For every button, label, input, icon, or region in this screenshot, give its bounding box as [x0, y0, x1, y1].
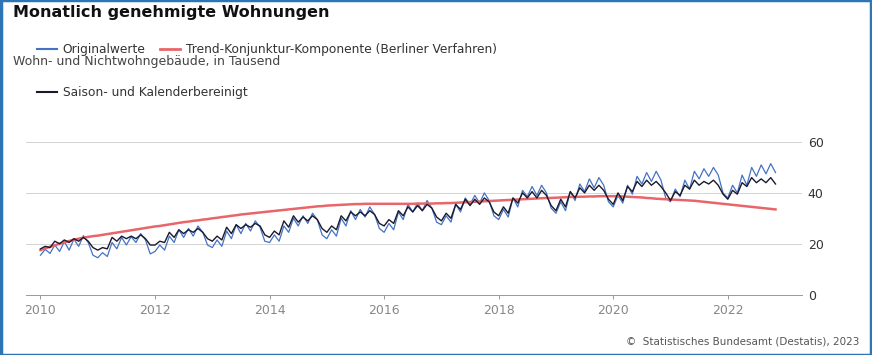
- Text: Monatlich genehmigte Wohnungen: Monatlich genehmigte Wohnungen: [13, 5, 330, 20]
- Text: Wohn- und Nichtwohngebäude, in Tausend: Wohn- und Nichtwohngebäude, in Tausend: [13, 55, 280, 68]
- Text: ©  Statistisches Bundesamt (Destatis), 2023: © Statistisches Bundesamt (Destatis), 20…: [625, 336, 859, 346]
- Legend: Saison- und Kalenderbereinigt: Saison- und Kalenderbereinigt: [32, 81, 253, 104]
